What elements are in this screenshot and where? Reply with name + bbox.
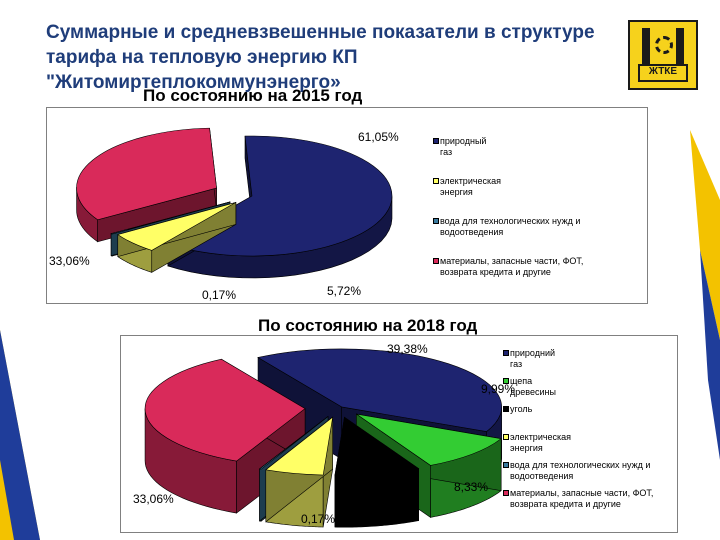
title-line: "Житомиртеплокоммунэнерго» [46, 72, 341, 93]
legend-label: вода для технологических нужд и водоотве… [510, 460, 651, 481]
company-logo: ЖТКЕ [628, 20, 698, 90]
legend-swatch [503, 490, 509, 496]
legend-label: электрическая энергия [440, 176, 502, 197]
pie-slice-1 [117, 201, 237, 273]
pie-slice-top [356, 413, 502, 466]
logo-bar [642, 28, 650, 68]
title-line: тарифа на тепловую энергию КП [46, 47, 358, 68]
legend-label: вода для технологических нужд и водоотве… [440, 216, 581, 237]
pie-slice-2 [334, 416, 420, 528]
legend-label: щепа древесины [510, 376, 556, 397]
pie-slice-top [258, 416, 329, 470]
legend-label: электрическая энергия [510, 432, 572, 453]
chart-2015-title: По состоянию на 2015 год [143, 86, 363, 105]
data-label-water: 0,17% [301, 512, 336, 526]
legend-swatch [503, 406, 509, 412]
logo-bar [676, 28, 684, 68]
legend-label: материалы, запасные части, ФОТ, возврата… [510, 488, 654, 509]
legend-swatch [503, 462, 509, 468]
page-title: Суммарные и средневзвешенные показатели … [46, 20, 626, 95]
legend-label: уголь [510, 404, 533, 414]
pie-slice-top [110, 201, 231, 235]
logo-text: ЖТКЕ [638, 64, 688, 82]
pie-slice-3 [265, 416, 334, 528]
chart-2015-panel: 61,05% 5,72% 0,17% 33,06% природный газ … [46, 107, 648, 304]
data-label-wood-chips: 9,99% [481, 382, 516, 396]
data-label-electricity: 5,72% [327, 284, 362, 298]
gear-icon [655, 36, 673, 54]
data-label-electricity: 5,72% [357, 508, 392, 522]
pie-slice-top [265, 416, 334, 476]
legend-swatch [433, 178, 439, 184]
pie-slice-top [334, 416, 420, 476]
data-label-natural-gas: 39,38% [387, 342, 428, 356]
pie-slice-3 [76, 127, 217, 243]
data-label-materials: 33,06% [49, 254, 90, 268]
legend-label: материалы, запасные части, ФОТ, возврата… [440, 256, 584, 277]
chart-2015-pie [76, 127, 393, 279]
chart-2018-legend: природний газ щепа древесины уголь элект… [503, 348, 673, 530]
legend-swatch [503, 350, 509, 356]
pie-slice-top [144, 358, 306, 462]
pie-slice-top [76, 127, 217, 221]
data-label-natural-gas: 61,05% [358, 130, 399, 144]
chart-2015-legend: природный газ электрическая энергия вода… [433, 136, 633, 296]
title-line: Суммарные и средневзвешенные показатели … [46, 22, 595, 43]
data-label-water: 0,17% [202, 288, 237, 302]
legend-swatch [433, 138, 439, 144]
chart-2018-pie [144, 348, 502, 528]
pie-slice-top [117, 202, 237, 251]
pie-slice-top [257, 348, 502, 432]
legend-swatch [503, 378, 509, 384]
data-label-coal: 8,33% [454, 480, 489, 494]
legend-label: природный газ [440, 136, 487, 157]
data-label-materials: 33,06% [133, 492, 174, 506]
legend-label: природний газ [510, 348, 555, 369]
legend-swatch [433, 218, 439, 224]
chart-2018-panel: 39,38% 9,99% 8,33% 5,72% 0,17% 33,06% пр… [120, 335, 678, 533]
legend-swatch [503, 434, 509, 440]
legend-swatch [433, 258, 439, 264]
chart-2018-title: По состоянию на 2018 год [258, 316, 478, 335]
